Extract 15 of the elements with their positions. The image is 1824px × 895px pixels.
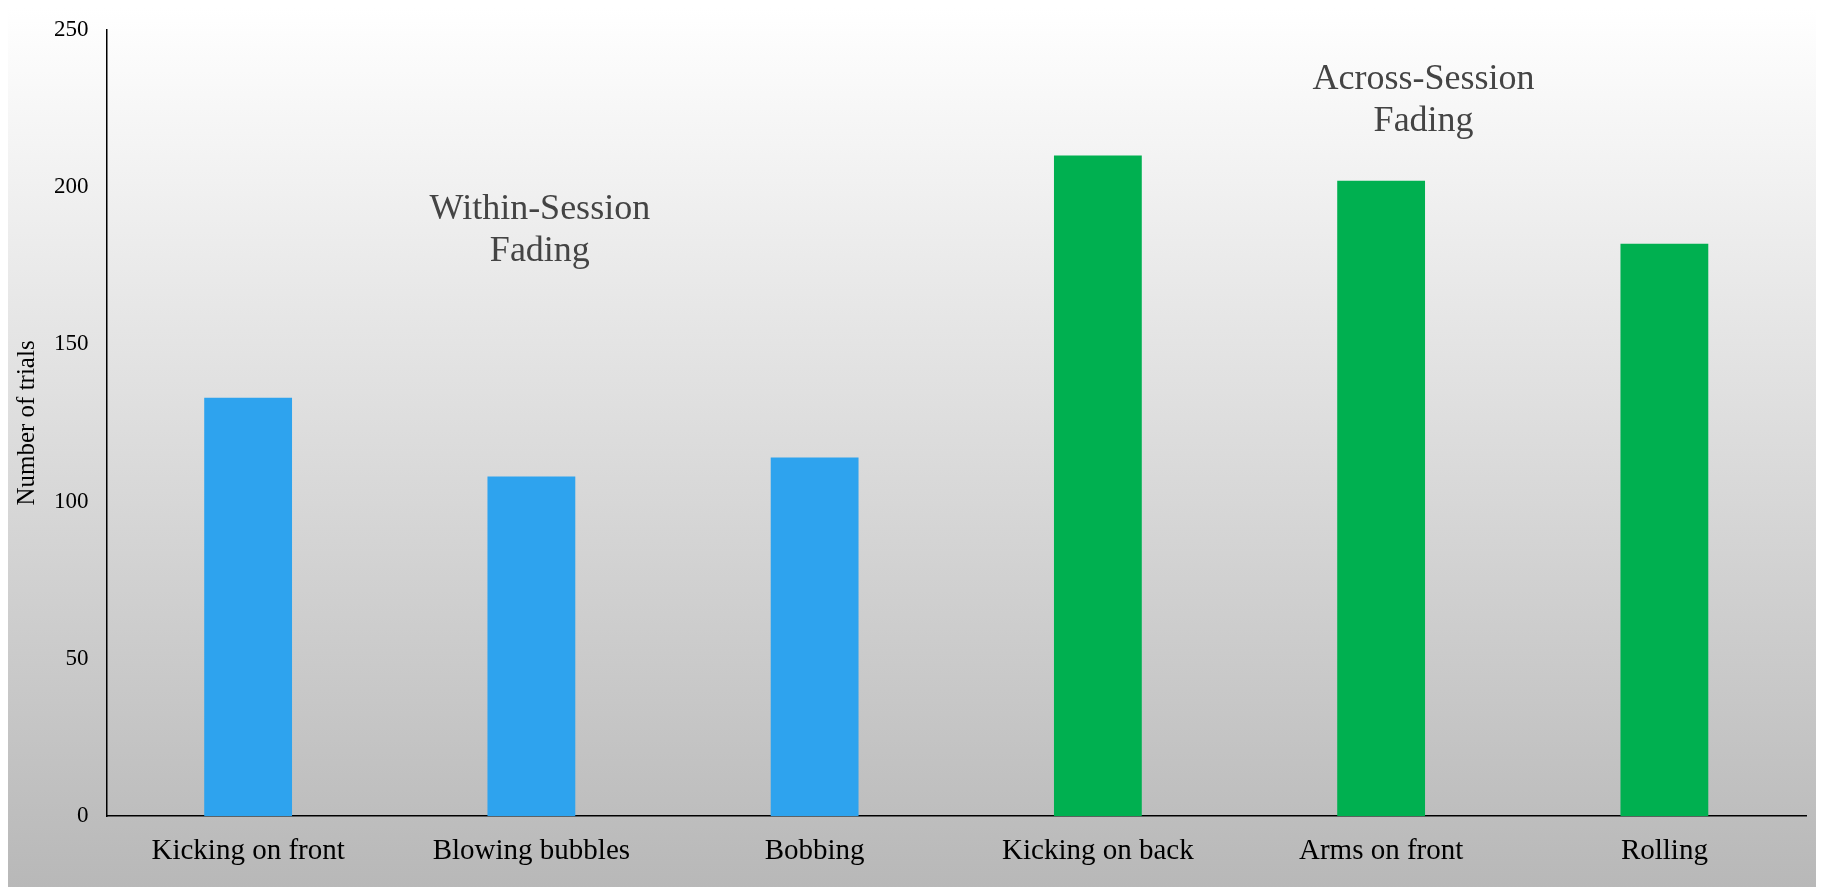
x-tick-label: Rolling xyxy=(1620,833,1708,866)
x-tick-label: Blowing bubbles xyxy=(432,833,631,866)
y-tick-label: 100 xyxy=(54,487,89,513)
y-axis-title: Number of trials xyxy=(11,340,39,506)
y-tick-label: 150 xyxy=(54,330,89,356)
x-tick-label: Bobbing xyxy=(764,833,865,866)
annotation: Across-Session Fading xyxy=(1312,57,1535,140)
y-tick-label: 50 xyxy=(65,644,89,670)
x-tick-label: Arms on front xyxy=(1298,833,1464,866)
y-tick-label: 0 xyxy=(77,802,89,828)
annotation: Within-Session Fading xyxy=(429,186,651,269)
x-tick-label: Kicking on front xyxy=(151,833,345,866)
x-tick-label: Kicking on back xyxy=(1002,833,1195,866)
y-tick-label: 200 xyxy=(54,173,89,199)
y-tick-label: 250 xyxy=(54,15,89,41)
